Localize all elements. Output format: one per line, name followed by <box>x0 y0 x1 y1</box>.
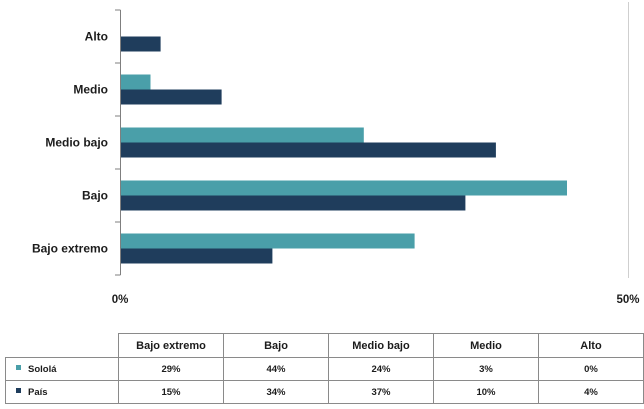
table-cell: 34% <box>223 380 329 404</box>
bar-solola-bajo <box>121 180 567 196</box>
data-table: Bajo extremo Bajo Medio bajo Medio Alto … <box>5 333 644 404</box>
bar-pais-bajo <box>121 195 466 211</box>
table-cell: 4% <box>538 380 644 404</box>
category-label-bajo: Bajo <box>82 189 108 203</box>
bar-solola-medio <box>121 74 151 90</box>
table-cell: 44% <box>223 357 329 381</box>
table-row-pais: País 15% 34% 37% 10% 4% <box>5 380 644 404</box>
bar-chart: Bajo extremo Bajo Medio bajo Medio Alto 0% 50… <box>32 2 640 306</box>
bar-solola-bajo-extremo <box>121 233 415 249</box>
x-tick-label: 50% <box>616 294 639 306</box>
table-cell: 15% <box>118 380 224 404</box>
table-row-header: País <box>5 380 119 404</box>
table-cell: 24% <box>328 357 434 381</box>
bar-pais-alto <box>121 36 161 52</box>
bar-pais-medio-bajo <box>121 142 496 158</box>
table-header-bajo: Bajo <box>223 333 329 358</box>
table-row-solola: Sololá 29% 44% 24% 3% 0% <box>5 357 644 381</box>
table-cell: 29% <box>118 357 224 381</box>
bar-pais-bajo-extremo <box>121 248 273 264</box>
category-labels: Bajo extremo Bajo Medio bajo Medio Alto <box>32 30 108 256</box>
table-header-alto: Alto <box>538 333 644 358</box>
table-cell: 37% <box>328 380 434 404</box>
table-cell: 0% <box>538 357 644 381</box>
table-row-header: Sololá <box>5 357 119 381</box>
series-name-solola: Sololá <box>28 363 57 375</box>
table-cell: 10% <box>433 380 539 404</box>
x-axis-tick-labels: 0% 50% <box>112 294 640 306</box>
table-header-medio: Medio <box>433 333 539 358</box>
category-label-bajo-extremo: Bajo extremo <box>32 242 108 256</box>
bars-group <box>121 36 567 264</box>
table-header-medio-bajo: Medio bajo <box>328 333 434 358</box>
table-header-bajo-extremo: Bajo extremo <box>118 333 224 358</box>
category-label-medio-bajo: Medio bajo <box>45 136 108 150</box>
series-name-pais: País <box>28 386 48 398</box>
x-tick-label: 0% <box>112 294 129 306</box>
y-axis-ticks <box>115 9 121 276</box>
category-label-alto: Alto <box>85 30 108 44</box>
bar-solola-medio-bajo <box>121 127 364 143</box>
legend-key-solola <box>16 365 21 371</box>
table-cell: 3% <box>433 357 539 381</box>
table-corner-cell <box>6 334 119 358</box>
category-label-medio: Medio <box>73 83 108 97</box>
table-header-row: Bajo extremo Bajo Medio bajo Medio Alto <box>6 333 644 358</box>
bar-pais-medio <box>121 89 222 105</box>
legend-key-pais <box>16 388 21 394</box>
